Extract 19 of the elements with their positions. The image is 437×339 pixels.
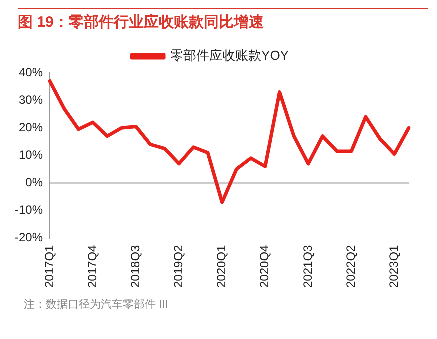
y-tick-label: 10%	[18, 148, 44, 162]
y-tick-label: -10%	[15, 203, 44, 218]
x-tick-label: 2020Q4	[258, 244, 272, 288]
x-tick-label: 2022Q2	[344, 244, 358, 288]
x-tick-label: 2018Q3	[128, 244, 142, 288]
x-tick-label: 2021Q3	[300, 244, 315, 288]
x-tick-label: 2017Q4	[85, 244, 100, 288]
y-tick-label: 40%	[18, 65, 44, 80]
text: 注：数据口径为汽车零部件 III	[24, 298, 170, 312]
x-tick-label: 2023Q1	[386, 244, 401, 288]
x-tick-label: 2019Q2	[172, 244, 186, 288]
legend-label: 零部件应收账款YOY	[170, 48, 290, 64]
x-tick-label: 2017Q1	[42, 244, 56, 288]
chart-title: 图 19：零部件行业应收账款同比增速	[18, 13, 265, 32]
y-tick-label: -20%	[15, 230, 44, 245]
y-tick-label: 0%	[26, 176, 44, 190]
y-tick-label: 30%	[18, 92, 44, 107]
y-tick-label: 20%	[18, 120, 44, 134]
x-tick-label: 2020Q1	[214, 244, 229, 288]
